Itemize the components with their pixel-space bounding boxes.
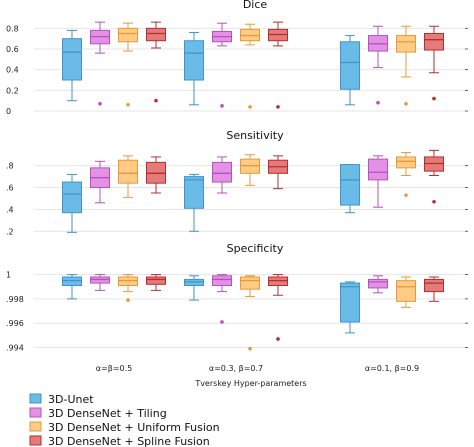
- y-tick-label: 0.2: [6, 86, 19, 95]
- y-tick-label: .998: [6, 295, 24, 304]
- y-tick-label: .2: [6, 227, 14, 236]
- y-tick-label: .4: [6, 205, 14, 214]
- box: [396, 35, 416, 53]
- box: [396, 280, 416, 302]
- y-tick-label: .994: [6, 343, 24, 352]
- legend-swatch: [29, 407, 42, 418]
- box: [396, 156, 416, 169]
- box: [240, 276, 260, 290]
- outlier-point: [276, 105, 280, 109]
- y-tick-label: 1: [6, 271, 11, 280]
- legend-label: 3D DenseNet + Tiling: [48, 407, 167, 420]
- box: [340, 282, 360, 323]
- legend-swatch: [29, 435, 42, 446]
- x-tick-label: α=β=0.5: [96, 364, 133, 373]
- outlier-point: [404, 101, 408, 106]
- outlier-point: [126, 103, 130, 107]
- panel-title: Dice: [243, 0, 268, 11]
- outlier-point: [432, 96, 436, 101]
- outlier-point: [276, 337, 280, 341]
- outlier-point: [248, 346, 252, 351]
- box: [368, 158, 388, 181]
- legend-swatch: [29, 421, 42, 432]
- panel-title: Specificity: [227, 242, 284, 255]
- box: [424, 33, 444, 51]
- y-tick-label: 0.8: [6, 24, 19, 33]
- box: [146, 276, 166, 285]
- y-tick-label: 0.4: [6, 66, 19, 75]
- outlier-point: [154, 98, 158, 103]
- box: [184, 176, 204, 209]
- outlier-point: [220, 320, 224, 324]
- outlier-point: [98, 101, 102, 106]
- panel-title: Sensitivity: [226, 129, 284, 142]
- box: [118, 159, 138, 184]
- box: [212, 161, 232, 183]
- box: [212, 275, 232, 287]
- box: [146, 27, 166, 42]
- box: [424, 278, 444, 293]
- legend-label: 3D-Unet: [48, 393, 94, 406]
- box: [340, 41, 360, 90]
- outlier-point: [248, 105, 252, 109]
- outlier-point: [432, 199, 436, 204]
- legend-swatch: [29, 393, 42, 404]
- x-tick-label: α=0.3, β=0.7: [209, 364, 263, 373]
- x-tick-label: α=0.1, β=0.9: [365, 364, 419, 373]
- legend-label: 3D DenseNet + Spline Fusion: [48, 435, 210, 447]
- y-tick-label: 0: [6, 107, 11, 116]
- outlier-point: [376, 100, 380, 105]
- box: [62, 181, 82, 214]
- box: [118, 27, 138, 43]
- y-tick-label: .996: [6, 319, 24, 328]
- outlier-point: [220, 104, 224, 108]
- box: [340, 164, 360, 206]
- box: [62, 38, 82, 81]
- box: [368, 278, 388, 289]
- y-tick-label: 0.6: [6, 45, 19, 54]
- x-axis-title: Tverskey Hyper-parameters: [194, 379, 306, 388]
- legend-label: 3D DenseNet + Uniform Fusion: [48, 421, 220, 434]
- y-tick-label: .8: [6, 162, 14, 171]
- outlier-point: [404, 193, 408, 197]
- box: [184, 40, 204, 81]
- outlier-point: [126, 298, 130, 302]
- y-tick-label: .6: [6, 184, 14, 193]
